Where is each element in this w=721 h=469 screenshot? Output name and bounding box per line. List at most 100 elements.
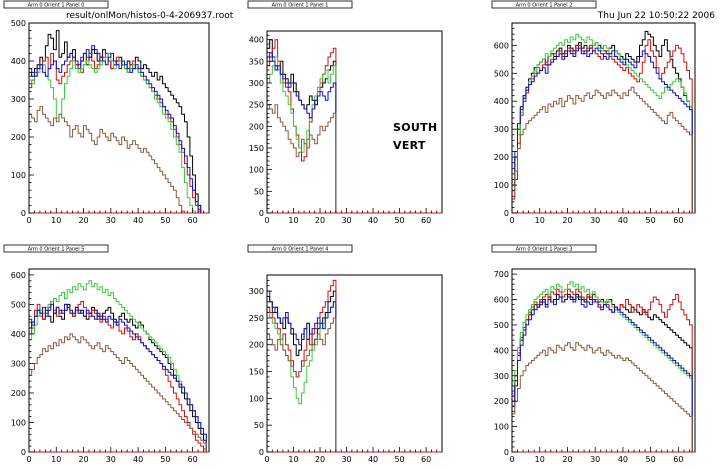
x-tick-label: 50 (160, 216, 170, 225)
x-tick-label: 0 (264, 455, 269, 464)
y-tick-label: 0 (21, 209, 26, 218)
x-tick-label: 0 (26, 216, 31, 225)
series-line-blue (511, 296, 695, 453)
y-tick-label: 200 (249, 341, 264, 350)
datetime-label: Thu Jun 22 10:50:22 2006 (597, 11, 715, 21)
histogram-panel: Arm 0 Orient 1 Panel 0 0 10 20 30 40 50 60 0 100 2… (3, 0, 210, 225)
histogram-panel: Arm 0 Orient 1 Panel 4 0 10 20 30 40 50 60 0 50 10… (247, 244, 443, 464)
vert-label: VERT (393, 139, 426, 152)
histogram-panel: Arm 0 Orient 1 Panel 2 0 10 20 30 40 50 600 100 2… (491, 0, 696, 225)
series-line-green (28, 280, 209, 453)
panel-title-box (491, 244, 597, 253)
panel-title: Arm 0 Orient 1 Panel 0 (28, 3, 85, 9)
y-tick-label: 200 (494, 153, 509, 162)
y-tick-label: 500 (494, 321, 509, 330)
y-tick-label: 100 (249, 394, 264, 403)
x-tick-label: 50 (646, 455, 656, 464)
x-tick-label: 30 (590, 216, 600, 225)
y-tick-label: 300 (494, 125, 509, 134)
panel-title: Arm 0 Orient 1 Panel 1 (272, 3, 329, 9)
y-tick-label: 50 (254, 187, 264, 196)
series-line-blue (28, 303, 209, 453)
x-tick-label: 20 (78, 455, 88, 464)
x-tick-label: 40 (368, 455, 378, 464)
x-tick-label: 40 (133, 455, 143, 464)
series-line-green (511, 33, 695, 214)
y-tick-label: 50 (254, 421, 264, 430)
x-tick-label: 50 (394, 216, 404, 225)
series-line-brown (28, 106, 204, 214)
y-tick-label: 300 (494, 372, 509, 381)
x-tick-label: 60 (421, 455, 431, 464)
series-line-blue (266, 290, 337, 452)
y-tick-label: 400 (494, 346, 509, 355)
y-tick-label: 200 (249, 122, 264, 131)
y-tick-label: 500 (11, 19, 26, 28)
y-tick-label: 600 (494, 296, 509, 305)
x-tick-label: 40 (618, 216, 628, 225)
x-tick-label: 30 (341, 216, 351, 225)
file-path-label: result/onlMon/histos-0-4-206937.root (66, 11, 234, 21)
y-tick-label: 100 (494, 423, 509, 432)
y-tick-label: 600 (11, 271, 26, 280)
y-tick-label: 600 (494, 41, 509, 50)
y-tick-label: 250 (249, 314, 264, 323)
panel-title-box (247, 0, 353, 9)
x-tick-label: 0 (509, 216, 514, 225)
x-tick-label: 60 (673, 455, 683, 464)
x-tick-label: 60 (421, 216, 431, 225)
x-tick-label: 20 (315, 216, 325, 225)
y-tick-label: 300 (11, 359, 26, 368)
series-line-brown (511, 86, 695, 214)
x-tick-label: 50 (646, 216, 656, 225)
x-tick-label: 50 (394, 455, 404, 464)
y-tick-label: 0 (504, 448, 509, 457)
x-tick-label: 20 (78, 216, 88, 225)
x-tick-label: 60 (188, 455, 198, 464)
y-tick-label: 300 (11, 95, 26, 104)
series-line-red (511, 288, 695, 453)
y-tick-label: 500 (494, 69, 509, 78)
series-line-brown (266, 104, 337, 213)
histogram-panel: Arm 0 Orient 1 Panel 1 0 10 20 30 40 50 60 0 50 10… (247, 0, 443, 225)
series-line-blue (266, 52, 337, 213)
x-tick-label: 10 (51, 216, 61, 225)
y-tick-label: 100 (494, 181, 509, 190)
series-line-blue (28, 45, 204, 214)
x-tick-label: 10 (288, 216, 298, 225)
x-tick-label: 40 (133, 216, 143, 225)
y-tick-label: 100 (11, 171, 26, 180)
x-tick-label: 10 (535, 455, 545, 464)
x-tick-label: 30 (590, 455, 600, 464)
y-tick-label: 350 (249, 57, 264, 66)
y-tick-label: 200 (11, 133, 26, 142)
x-tick-label: 60 (188, 216, 198, 225)
y-tick-label: 100 (11, 418, 26, 427)
panel-title: Arm 0 Orient 1 Panel 3 (516, 247, 573, 253)
x-tick-label: 30 (341, 455, 351, 464)
y-tick-label: 150 (249, 368, 264, 377)
panel-title: Arm 0 Orient 1 Panel 2 (516, 3, 573, 9)
y-tick-label: 700 (494, 270, 509, 279)
series-line-black (511, 293, 695, 453)
panel-title: Arm 0 Orient 1 Panel 5 (28, 247, 85, 253)
y-tick-label: 200 (11, 389, 26, 398)
x-tick-label: 10 (535, 216, 545, 225)
south-label: SOUTH (393, 121, 438, 134)
x-tick-label: 0 (509, 455, 514, 464)
y-tick-label: 0 (259, 209, 264, 218)
y-tick-label: 200 (494, 397, 509, 406)
y-tick-label: 400 (249, 36, 264, 45)
x-tick-label: 20 (562, 216, 572, 225)
series-line-brown (511, 342, 695, 453)
y-tick-label: 250 (249, 101, 264, 110)
panel-title-box (491, 0, 597, 9)
x-tick-label: 40 (618, 455, 628, 464)
x-tick-label: 60 (673, 216, 683, 225)
y-tick-label: 100 (249, 166, 264, 175)
histogram-panel: Arm 0 Orient 1 Panel 50 10 20 30 40 50 6001002… (3, 244, 210, 464)
y-tick-label: 400 (11, 57, 26, 66)
panel-title-box (247, 244, 353, 253)
x-tick-label: 30 (106, 455, 116, 464)
